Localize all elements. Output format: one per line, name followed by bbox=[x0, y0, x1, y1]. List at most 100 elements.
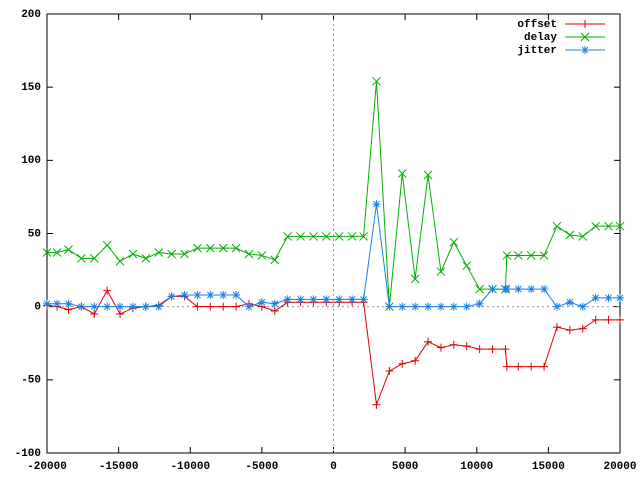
point-marker bbox=[410, 274, 420, 284]
point-marker bbox=[42, 248, 52, 257]
point-marker bbox=[167, 292, 176, 301]
point-marker bbox=[359, 232, 368, 241]
point-marker bbox=[615, 221, 625, 231]
legend-marker bbox=[581, 46, 589, 54]
legend-label: delay bbox=[524, 32, 557, 44]
x-tick-label: 10000 bbox=[460, 461, 493, 473]
point-marker bbox=[232, 290, 241, 299]
point-marker bbox=[501, 345, 510, 354]
point-marker bbox=[540, 362, 549, 371]
point-marker bbox=[514, 285, 523, 294]
point-marker bbox=[527, 362, 536, 371]
point-marker bbox=[154, 302, 163, 311]
y-tick-label: 200 bbox=[21, 9, 41, 21]
point-marker bbox=[423, 170, 433, 180]
point-marker bbox=[283, 295, 292, 304]
point-marker bbox=[591, 293, 600, 302]
point-marker bbox=[335, 295, 344, 304]
point-marker bbox=[90, 302, 99, 311]
point-marker bbox=[514, 362, 523, 371]
point-marker bbox=[193, 290, 202, 299]
point-marker bbox=[526, 251, 536, 260]
point-marker bbox=[219, 302, 228, 311]
x-tick-label: -10000 bbox=[170, 461, 210, 473]
point-marker bbox=[411, 302, 420, 311]
legend-marker bbox=[580, 32, 590, 42]
point-marker bbox=[411, 356, 420, 365]
point-marker bbox=[449, 237, 459, 247]
y-tick-label: 150 bbox=[21, 82, 41, 94]
x-tick-label: 5000 bbox=[392, 461, 418, 473]
point-marker bbox=[206, 290, 215, 299]
x-tick-label: -20000 bbox=[27, 461, 67, 473]
point-marker bbox=[616, 293, 624, 302]
point-marker bbox=[565, 298, 574, 307]
point-marker bbox=[578, 324, 587, 333]
point-marker bbox=[257, 298, 266, 307]
point-marker bbox=[270, 299, 279, 308]
point-marker bbox=[89, 254, 99, 263]
point-marker bbox=[244, 249, 254, 259]
point-marker bbox=[270, 307, 279, 316]
point-marker bbox=[488, 345, 497, 354]
point-marker bbox=[270, 255, 280, 265]
point-marker bbox=[231, 243, 241, 253]
point-marker bbox=[502, 251, 512, 260]
point-marker bbox=[334, 232, 344, 241]
point-marker bbox=[218, 243, 228, 253]
point-marker bbox=[77, 302, 86, 311]
point-marker bbox=[578, 302, 587, 311]
x-tick-label: -5000 bbox=[245, 461, 278, 473]
point-marker bbox=[128, 302, 137, 311]
point-marker bbox=[462, 261, 472, 271]
point-marker bbox=[424, 337, 433, 346]
point-marker bbox=[488, 285, 497, 294]
point-marker bbox=[347, 232, 357, 241]
point-marker bbox=[296, 295, 305, 304]
point-marker bbox=[348, 295, 357, 304]
x-tick-label: 15000 bbox=[532, 461, 565, 473]
point-marker bbox=[128, 249, 138, 259]
point-marker bbox=[141, 302, 150, 311]
point-marker bbox=[232, 302, 241, 311]
point-marker bbox=[219, 290, 228, 299]
point-marker bbox=[539, 251, 549, 260]
point-marker bbox=[616, 315, 624, 324]
point-marker bbox=[385, 302, 394, 311]
point-marker bbox=[283, 232, 293, 241]
point-marker bbox=[359, 295, 368, 304]
point-marker bbox=[372, 200, 381, 209]
legend-label: offset bbox=[517, 19, 557, 31]
point-marker bbox=[116, 309, 125, 318]
point-marker bbox=[206, 302, 215, 311]
point-marker bbox=[398, 359, 407, 368]
point-marker bbox=[565, 230, 575, 240]
point-marker bbox=[604, 221, 613, 231]
point-marker bbox=[449, 340, 458, 349]
point-marker bbox=[53, 299, 62, 308]
point-marker bbox=[102, 240, 112, 250]
point-marker bbox=[309, 295, 318, 304]
point-marker bbox=[527, 285, 536, 294]
x-tick-label: 0 bbox=[330, 461, 337, 473]
point-marker bbox=[103, 302, 112, 311]
x-tick-label: 20000 bbox=[603, 461, 636, 473]
point-marker bbox=[141, 254, 151, 263]
point-marker bbox=[552, 221, 562, 231]
point-marker bbox=[115, 256, 125, 266]
point-marker bbox=[296, 232, 305, 241]
point-marker bbox=[167, 249, 176, 259]
point-marker bbox=[436, 267, 446, 276]
point-marker bbox=[372, 76, 381, 86]
point-marker bbox=[180, 249, 189, 259]
point-marker bbox=[90, 309, 99, 318]
point-marker bbox=[77, 254, 86, 263]
point-marker bbox=[436, 302, 445, 311]
y-tick-label: 50 bbox=[28, 228, 41, 240]
point-marker bbox=[43, 299, 51, 308]
point-marker bbox=[565, 326, 574, 335]
point-marker bbox=[475, 299, 484, 308]
point-marker bbox=[52, 248, 62, 257]
point-marker bbox=[604, 293, 613, 302]
